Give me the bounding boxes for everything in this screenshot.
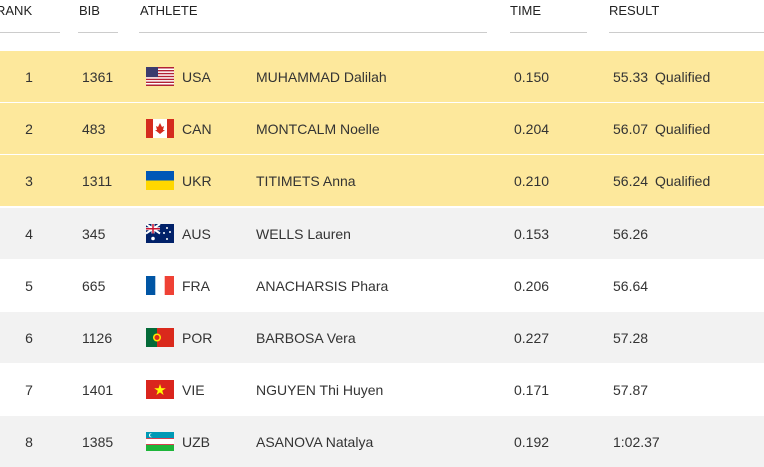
qualification: Qualified [655, 121, 711, 138]
result: 57.87 [613, 382, 649, 399]
result: 56.64 [613, 277, 649, 294]
bib: 1311 [82, 173, 113, 190]
result: 1:02.37 [613, 434, 660, 451]
result: 55.33 [613, 69, 649, 85]
athlete-name: BARBOSA Vera [256, 330, 356, 346]
bib: 345 [82, 225, 106, 242]
country: UZB [182, 434, 210, 451]
time: 0.227 [514, 330, 550, 346]
header-rule [139, 32, 487, 33]
athlete-name: WELLS Lauren [256, 225, 351, 242]
flag [146, 380, 174, 400]
athlete-name: TITIMETS Anna [256, 173, 356, 190]
header-result: RESULT [609, 3, 660, 18]
rank: 4 [25, 225, 33, 242]
athlete-name: MONTCALM Noelle [256, 121, 380, 138]
time: 0.153 [514, 225, 550, 242]
rank: 6 [25, 330, 33, 346]
header-rule [0, 32, 60, 33]
flag [146, 328, 174, 347]
time: 0.171 [514, 382, 550, 399]
header-bib: BIB [79, 3, 100, 18]
flag [146, 432, 174, 452]
table-row: 5 665 FRA ANACHARSIS Phara 0.206 56.64 [0, 258, 764, 311]
bib: 1385 [82, 434, 114, 451]
time: 0.206 [514, 277, 550, 294]
result: 57.28 [613, 330, 649, 346]
table-row: 6 1126 POR BARBOSA Vera 0.227 57.28 [0, 311, 764, 363]
bib: 665 [82, 277, 106, 294]
country: POR [182, 330, 213, 346]
table-row: 8 1385 UZB ASANOVA Natalya 0.192 1:02.37 [0, 415, 764, 467]
time: 0.210 [514, 173, 550, 190]
rank: 3 [25, 173, 33, 190]
result: 56.26 [613, 225, 649, 242]
header-rank: RANK [0, 3, 33, 18]
rank: 5 [25, 277, 33, 294]
table-row: 4 345 AUS WELLS Lauren 0.153 56.26 [0, 206, 764, 259]
country: USA [182, 69, 211, 85]
country: VIE [182, 382, 205, 399]
header-rule [78, 32, 118, 33]
header-rule [609, 32, 764, 33]
result: 56.24 [613, 173, 649, 190]
athlete-name: NGUYEN Thi Huyen [256, 382, 384, 399]
header-athlete: ATHLETE [140, 3, 198, 18]
qualification: Qualified [655, 173, 711, 190]
table-row: 2 483 CAN MONTCALM Noelle 0.204 56.07 Qualifie… [0, 102, 764, 155]
time: 0.204 [514, 121, 550, 138]
bib: 1361 [82, 69, 114, 85]
flag [146, 223, 174, 243]
header-rule [510, 32, 587, 33]
header-time: TIME [510, 3, 542, 18]
flag [146, 67, 174, 86]
country: FRA [182, 277, 210, 294]
rank: 8 [25, 434, 33, 451]
flag [146, 275, 174, 295]
flag [146, 119, 174, 139]
rank: 1 [25, 69, 33, 85]
flag [146, 171, 174, 191]
country: AUS [182, 225, 211, 242]
bib: 1126 [82, 330, 113, 346]
country: UKR [182, 173, 212, 190]
time: 0.150 [514, 69, 550, 85]
table-row: 7 1401 VIE NGUYEN Thi Huyen 0.171 57.87 [0, 363, 764, 416]
table-row: 3 1311 UKR TITIMETS Anna 0.210 56.24 Qualified [0, 154, 764, 207]
athlete-name: ASANOVA Natalya [256, 434, 374, 451]
table-row: 1 1361 USA MUHAMMAD Dalilah 0.150 55.33 Qualif… [0, 50, 764, 102]
athlete-name: ANACHARSIS Phara [256, 277, 389, 294]
rank: 7 [25, 382, 33, 399]
result: 56.07 [613, 121, 649, 138]
bib: 1401 [82, 382, 114, 399]
athlete-name: MUHAMMAD Dalilah [256, 69, 387, 85]
country: CAN [182, 121, 212, 138]
rank: 2 [25, 121, 33, 138]
time: 0.192 [514, 434, 550, 451]
qualification: Qualified [655, 69, 711, 85]
bib: 483 [82, 121, 106, 138]
